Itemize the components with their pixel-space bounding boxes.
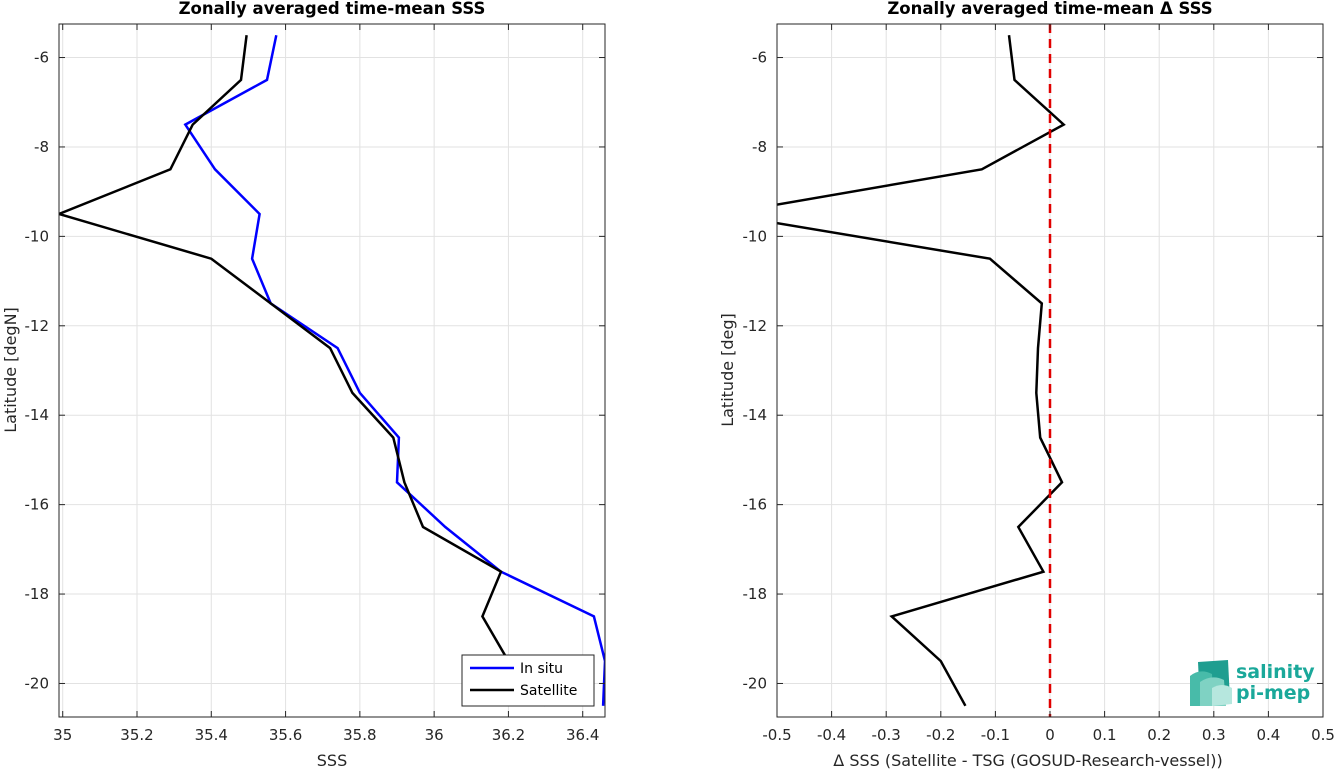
y-tick-label: -20 [25,674,50,692]
sss-chart-panel: 35 35.2 35.4 35.6 35.8 36 36.2 36.4 -6-8-10-12-… [1,0,606,769]
y-tick-label: -10 [743,227,768,245]
tick-marks [59,24,605,717]
x-tick-label: 35 [53,726,72,744]
salinity-pi-mep-logo: salinity pi-mep [1190,660,1315,706]
x-tick-label: -0.2 [926,726,955,744]
x-tick-label: 0.5 [1311,726,1335,744]
chart-title: Zonally averaged time-mean Δ SSS [887,0,1212,18]
grid-lines [59,24,605,717]
x-tick-label: 35.6 [269,726,302,744]
x-tick-label: 0.4 [1256,726,1280,744]
y-tick-labels: -6 -8 -10 -12 -14 -16 -18 -20 [743,49,768,693]
y-tick-label: -14 [25,406,50,424]
y-tick-label: -10 [25,227,50,245]
y-tick-label: -8 [752,138,767,156]
series-line-satellite [59,35,547,707]
x-tick-label: -0.4 [817,726,846,744]
y-tick-label: -16 [743,496,768,514]
tick-marks [776,24,1324,717]
plot-area-frame [58,23,606,718]
series-line-in-situ [183,34,605,706]
logo-text-line2: pi-mep [1236,682,1310,704]
x-tick-label: 35.4 [195,726,228,744]
series-group [59,34,605,707]
y-tick-label: -12 [743,317,768,335]
y-axis-label: Latitude [deg] [718,313,737,427]
wave-logo-icon [1190,660,1232,706]
series-group [777,24,1066,717]
x-tick-label: 0.1 [1093,726,1117,744]
y-tick-labels: -6 -8 -10 -12 -14 -16 -18 -20 [25,49,50,693]
y-tick-label: -16 [25,496,50,514]
y-tick-label: -12 [25,317,50,335]
legend-label-in-situ: In situ [520,661,563,677]
y-tick-label: -18 [743,585,768,603]
legend-label-satellite: Satellite [520,683,577,699]
x-axis-label: Δ SSS (Satellite - TSG (GOSUD-Research-v… [833,751,1222,769]
x-tick-label: 0.2 [1147,726,1171,744]
legend-box [461,654,595,707]
y-tick-label: -20 [743,674,768,692]
x-tick-label: -0.1 [981,726,1010,744]
x-axis-label: SSS [317,751,347,769]
y-tick-label: -8 [34,138,49,156]
plot-area-background [59,24,605,717]
logo-text-line1: salinity [1236,661,1315,683]
y-tick-label: -6 [34,49,49,67]
x-tick-labels: -0.5 -0.4 -0.3 -0.2 -0.1 0 0.1 0.2 0.3 0.4 0.5 [762,726,1335,744]
x-tick-label: -0.3 [872,726,901,744]
delta-sss-chart-panel: -0.5 -0.4 -0.3 -0.2 -0.1 0 0.1 0.2 0.3 0.4 0.5 -6-… [718,0,1335,769]
chart-title: Zonally averaged time-mean SSS [179,0,486,18]
x-tick-label: -0.5 [762,726,791,744]
y-tick-label: -14 [743,406,768,424]
x-tick-labels: 35 35.2 35.4 35.6 35.8 36 36.2 36.4 [53,726,599,744]
series-line-delta-sss [777,35,1066,707]
x-tick-label: 36 [425,726,444,744]
x-tick-label: 36.4 [566,726,599,744]
x-tick-label: 0.3 [1202,726,1226,744]
x-tick-label: 35.2 [120,726,153,744]
x-tick-label: 35.8 [343,726,376,744]
y-axis-label: Latitude [degN] [1,307,20,433]
y-tick-label: -18 [25,585,50,603]
legend: In situ Satellite [461,654,595,707]
y-tick-label: -6 [752,49,767,67]
x-tick-label: 0 [1045,726,1055,744]
x-tick-label: 36.2 [492,726,525,744]
